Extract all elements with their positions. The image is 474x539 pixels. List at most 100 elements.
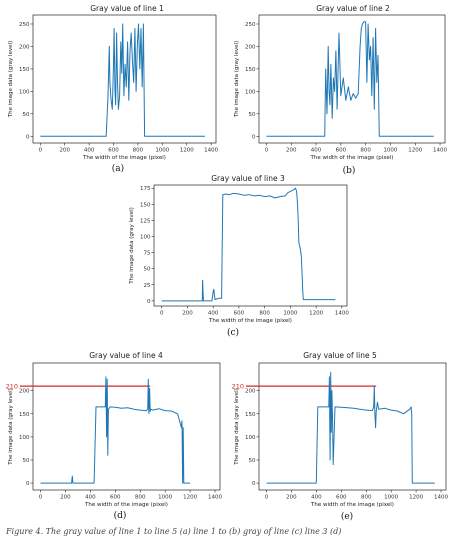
y-tick-label: 0 bbox=[26, 134, 30, 140]
y-tick-label: 75 bbox=[144, 251, 151, 257]
x-axis-label: The width of the image (pixel) bbox=[82, 155, 166, 161]
x-tick-label: 1400 bbox=[434, 495, 448, 501]
y-axis-label: The image data (gray level) bbox=[234, 41, 240, 119]
panel-caption: (e) bbox=[341, 511, 353, 522]
x-tick-label: 1400 bbox=[208, 495, 222, 501]
x-tick-label: 1000 bbox=[155, 148, 169, 154]
y-tick-label: 50 bbox=[144, 267, 151, 273]
y-tick-label: 100 bbox=[19, 435, 30, 441]
chart-panel-line-5: Gray value of line 5 (e) 0 200 400 600 800 10… bbox=[232, 351, 449, 522]
y-tick-label: 150 bbox=[245, 412, 256, 418]
x-tick-label: 0 bbox=[39, 495, 43, 501]
x-axis-label: The width of the image (pixel) bbox=[84, 502, 168, 508]
y-tick-label: 50 bbox=[249, 458, 256, 464]
plot-frame bbox=[153, 184, 348, 307]
y-tick-label: 50 bbox=[249, 112, 256, 118]
y-tick-label: 150 bbox=[19, 67, 30, 73]
y-tick-label: 100 bbox=[140, 234, 151, 240]
x-tick-label: 1200 bbox=[409, 495, 423, 501]
x-tick-label: 600 bbox=[234, 311, 245, 317]
gray-value-series-line bbox=[266, 21, 434, 137]
x-tick-label: 400 bbox=[208, 311, 219, 317]
y-tick-label: 100 bbox=[19, 89, 30, 95]
y-tick-label: 100 bbox=[245, 89, 256, 95]
x-tick-label: 800 bbox=[361, 495, 372, 501]
x-tick-label: 1200 bbox=[309, 311, 323, 317]
y-tick-label: 50 bbox=[23, 112, 30, 118]
y-tick-label: 175 bbox=[140, 186, 151, 192]
x-tick-label: 1000 bbox=[383, 148, 397, 154]
x-tick-label: 200 bbox=[182, 311, 193, 317]
chart-panel-line-4: Gray value of line 4 (d) 0 200 400 600 800 10… bbox=[6, 351, 223, 521]
y-tick-label: 200 bbox=[245, 44, 256, 50]
plot-frame bbox=[258, 14, 446, 144]
x-tick-label: 600 bbox=[110, 495, 121, 501]
x-tick-label: 1200 bbox=[183, 495, 197, 501]
y-tick-label: 200 bbox=[19, 44, 30, 50]
x-axis-label: The width of the image (pixel) bbox=[310, 502, 394, 508]
x-tick-label: 400 bbox=[311, 495, 322, 501]
y-tick-label: 25 bbox=[144, 283, 151, 289]
x-tick-label: 1200 bbox=[408, 148, 422, 154]
x-tick-label: 600 bbox=[336, 495, 347, 501]
plot-frame bbox=[258, 362, 447, 491]
reference-label-210: 210 bbox=[232, 382, 244, 390]
plot-frame bbox=[32, 14, 217, 144]
x-tick-label: 800 bbox=[133, 148, 144, 154]
y-tick-label: 200 bbox=[19, 389, 30, 395]
x-tick-label: 600 bbox=[108, 148, 119, 154]
y-tick-label: 0 bbox=[26, 481, 30, 487]
y-axis-label: The image data (gray level) bbox=[129, 207, 135, 285]
x-axis-label: The width of the image (pixel) bbox=[310, 155, 394, 161]
y-tick-label: 150 bbox=[245, 67, 256, 73]
x-tick-label: 0 bbox=[265, 148, 269, 154]
y-tick-label: 50 bbox=[23, 458, 30, 464]
x-tick-label: 600 bbox=[336, 148, 347, 154]
figure-footer-caption: Figure 4. The gray value of line 1 to li… bbox=[5, 527, 341, 536]
y-tick-label: 100 bbox=[245, 435, 256, 441]
x-tick-label: 1000 bbox=[283, 311, 297, 317]
chart-panel-line-2: Gray value of line 2 (b) 0 200 400 600 800 10… bbox=[234, 4, 448, 176]
x-axis-label: The width of the image (pixel) bbox=[208, 318, 292, 324]
chart-title: Gray value of line 4 bbox=[89, 351, 163, 360]
x-tick-label: 800 bbox=[360, 148, 371, 154]
chart-title: Gray value of line 5 bbox=[303, 351, 377, 360]
x-tick-label: 1400 bbox=[335, 311, 349, 317]
panel-caption: (d) bbox=[114, 510, 127, 521]
y-axis-label: The image data (gray level) bbox=[234, 388, 240, 466]
gray-value-series-line bbox=[266, 371, 435, 484]
gray-value-series-line bbox=[161, 187, 336, 302]
x-tick-label: 200 bbox=[60, 495, 71, 501]
x-tick-label: 800 bbox=[259, 311, 270, 317]
gray-value-series-line bbox=[40, 376, 191, 484]
x-tick-label: 200 bbox=[286, 495, 297, 501]
chart-title: Gray value of line 1 bbox=[90, 4, 164, 13]
y-tick-label: 0 bbox=[147, 299, 151, 305]
panel-caption: (b) bbox=[343, 165, 356, 176]
y-tick-label: 250 bbox=[19, 22, 30, 28]
x-tick-label: 200 bbox=[286, 148, 297, 154]
x-tick-label: 0 bbox=[39, 148, 43, 154]
x-tick-label: 400 bbox=[311, 148, 322, 154]
reference-label-210: 210 bbox=[6, 382, 18, 390]
x-tick-label: 800 bbox=[135, 495, 146, 501]
plot-frame bbox=[32, 362, 221, 491]
gray-value-series-line bbox=[40, 23, 205, 137]
panel-caption: (c) bbox=[227, 327, 239, 338]
y-tick-label: 125 bbox=[140, 218, 151, 224]
y-tick-label: 0 bbox=[252, 134, 256, 140]
x-tick-label: 200 bbox=[59, 148, 70, 154]
x-tick-label: 400 bbox=[85, 495, 96, 501]
y-tick-label: 250 bbox=[245, 22, 256, 28]
y-axis-label: The image data (gray level) bbox=[8, 41, 14, 119]
x-tick-label: 1200 bbox=[180, 148, 194, 154]
panel-caption: (a) bbox=[112, 163, 124, 174]
y-tick-label: 150 bbox=[140, 202, 151, 208]
y-tick-label: 0 bbox=[252, 481, 256, 487]
x-tick-label: 0 bbox=[160, 311, 164, 317]
x-tick-label: 400 bbox=[84, 148, 95, 154]
x-tick-label: 1400 bbox=[204, 148, 218, 154]
x-tick-label: 1000 bbox=[158, 495, 172, 501]
chart-panel-line-3: Gray value of line 3 (c) 0 200 400 600 800 10… bbox=[129, 174, 349, 338]
